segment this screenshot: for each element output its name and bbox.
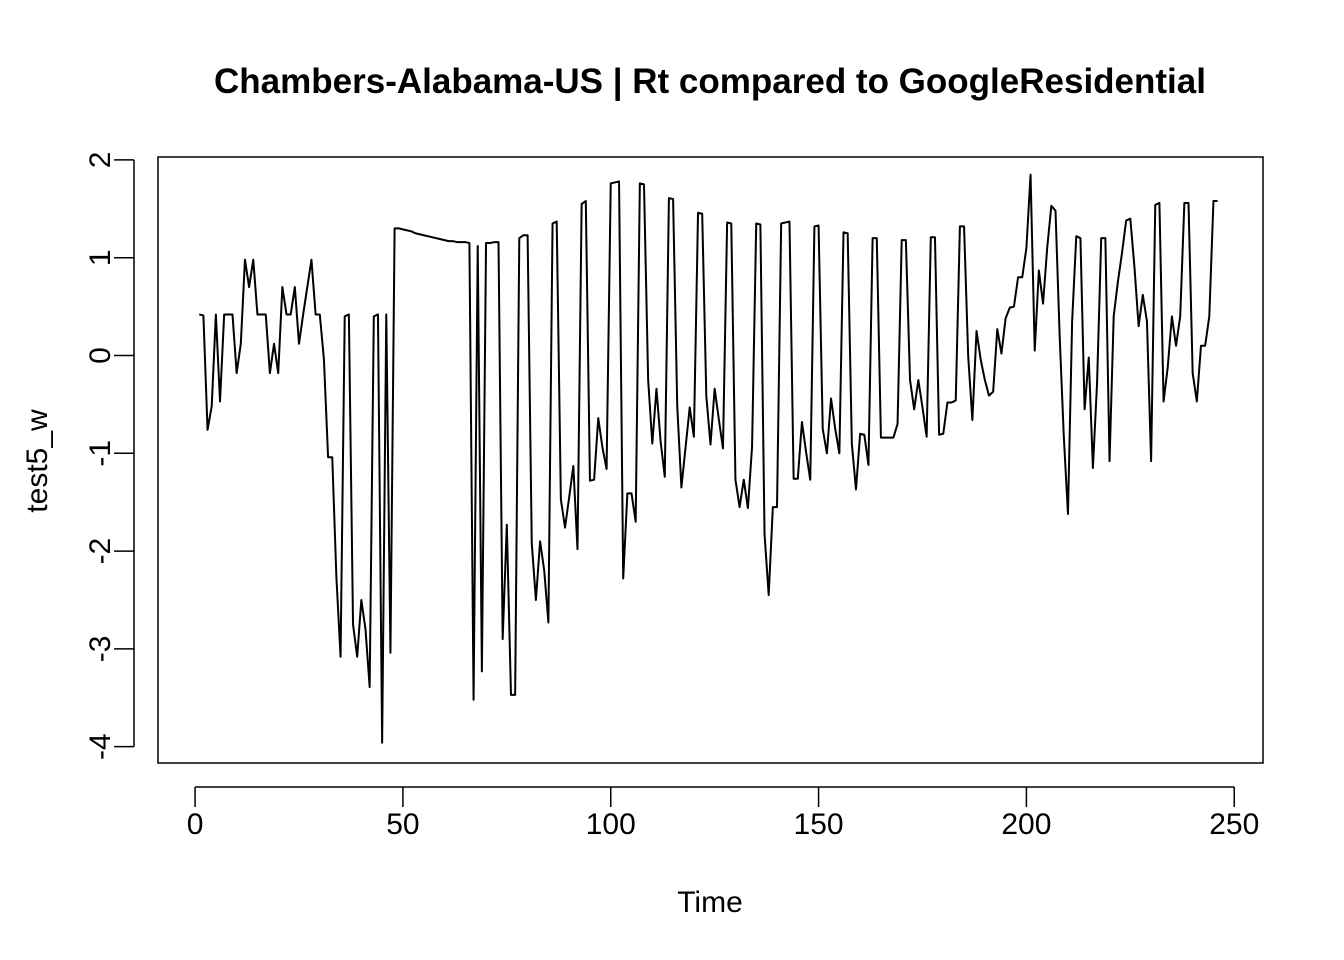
y-tick-label: -1 — [84, 440, 117, 467]
y-tick-label: 1 — [84, 249, 117, 266]
y-axis-label: test5_w — [21, 409, 54, 513]
x-tick-label: 200 — [1001, 808, 1051, 841]
y-tick-label: -4 — [84, 733, 117, 760]
y-tick-label: -3 — [84, 636, 117, 663]
x-tick-label: 50 — [386, 808, 419, 841]
x-tick-label: 250 — [1209, 808, 1259, 841]
x-tick-label: 0 — [187, 808, 204, 841]
x-axis: 0 50 100 150 200 250 — [187, 786, 1259, 841]
x-tick-label: 100 — [586, 808, 636, 841]
series-layer — [199, 173, 1218, 744]
y-tick-label: 0 — [84, 347, 117, 364]
chart-title: Chambers-Alabama-US | Rt compared to Goo… — [214, 62, 1206, 101]
x-axis-label: Time — [677, 886, 743, 919]
x-tick-label: 150 — [794, 808, 844, 841]
plot-frame — [157, 156, 1264, 764]
y-tick-label: -2 — [84, 538, 117, 565]
y-tick-label: 2 — [84, 152, 117, 169]
series-line — [199, 173, 1218, 744]
y-axis: -4 -3 -2 -1 0 1 2 — [84, 152, 135, 760]
